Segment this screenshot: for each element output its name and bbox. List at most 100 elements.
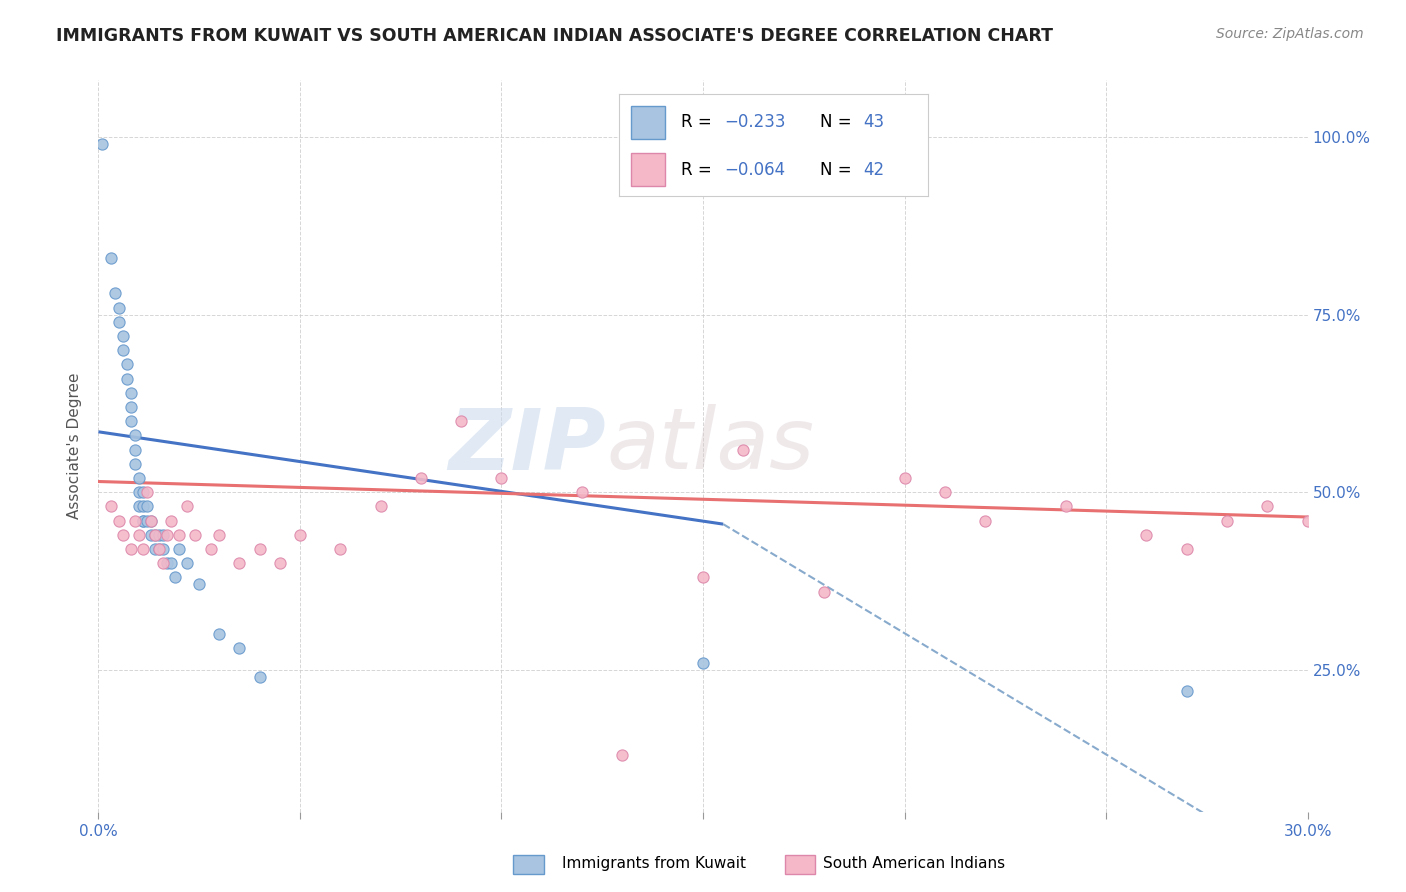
Point [1175,541,1198,556]
Text: −0.064: −0.064 [724,161,785,178]
Point [208,528,231,542]
Point [167,541,190,556]
Point [1175,684,1198,698]
Point [450,414,472,428]
Point [1135,528,1157,542]
Point [1256,500,1278,514]
Text: Immigrants from Kuwait: Immigrants from Kuwait [562,856,747,871]
Point [100,251,122,265]
Point [100,500,122,514]
Text: R =: R = [681,113,717,131]
Point [167,528,190,542]
FancyBboxPatch shape [631,106,665,139]
Point [1054,500,1077,514]
Point [115,357,138,371]
Point [176,500,198,514]
Point [124,457,146,471]
Point [148,528,170,542]
Point [612,747,634,762]
Point [139,514,162,528]
Point [124,514,146,528]
Point [111,343,134,358]
Point [692,656,714,670]
Point [124,428,146,442]
Point [132,485,155,500]
Point [188,577,211,591]
Point [132,541,155,556]
Point [571,485,593,500]
Text: ZIP: ZIP [449,404,606,488]
Point [152,556,174,570]
Point [200,541,222,556]
Point [143,541,166,556]
Point [135,500,157,514]
Text: atlas: atlas [606,404,814,488]
Point [91,137,114,152]
Text: 42: 42 [863,161,884,178]
Point [107,315,129,329]
Point [491,471,513,485]
Point [813,584,835,599]
Point [132,514,155,528]
Point [288,528,311,542]
Point [128,485,150,500]
Point [120,541,142,556]
Point [228,556,250,570]
Point [974,514,997,528]
Point [120,385,142,400]
Point [148,541,170,556]
Point [156,528,179,542]
Point [152,528,174,542]
Point [893,471,915,485]
Point [143,528,166,542]
Point [103,286,125,301]
Point [163,570,186,584]
Point [329,541,352,556]
Point [111,329,134,343]
Point [160,556,183,570]
Point [124,442,146,457]
Y-axis label: Associate's Degree: Associate's Degree [67,373,83,519]
Text: 43: 43 [863,113,884,131]
Point [128,471,150,485]
Point [120,414,142,428]
Point [115,371,138,385]
Point [152,541,174,556]
Point [249,541,271,556]
Point [160,514,183,528]
Point [934,485,956,500]
Point [148,541,170,556]
Point [370,500,392,514]
Point [692,570,714,584]
Point [135,514,157,528]
Point [139,514,162,528]
Point [176,556,198,570]
Point [409,471,432,485]
Point [132,500,155,514]
Point [120,400,142,414]
Text: N =: N = [820,113,856,131]
Text: IMMIGRANTS FROM KUWAIT VS SOUTH AMERICAN INDIAN ASSOCIATE'S DEGREE CORRELATION C: IMMIGRANTS FROM KUWAIT VS SOUTH AMERICAN… [56,27,1053,45]
Point [208,627,231,641]
Text: −0.233: −0.233 [724,113,786,131]
Point [143,528,166,542]
Point [249,670,271,684]
Text: R =: R = [681,161,717,178]
FancyBboxPatch shape [631,153,665,186]
Point [733,442,755,457]
Point [1296,514,1319,528]
Point [132,514,155,528]
Point [1216,514,1239,528]
Text: South American Indians: South American Indians [823,856,1005,871]
Text: N =: N = [820,161,856,178]
Point [228,641,250,656]
Point [184,528,207,542]
Point [269,556,291,570]
Point [111,528,134,542]
Point [107,301,129,315]
Point [128,528,150,542]
Point [156,556,179,570]
Point [139,528,162,542]
Point [135,485,157,500]
Point [128,500,150,514]
